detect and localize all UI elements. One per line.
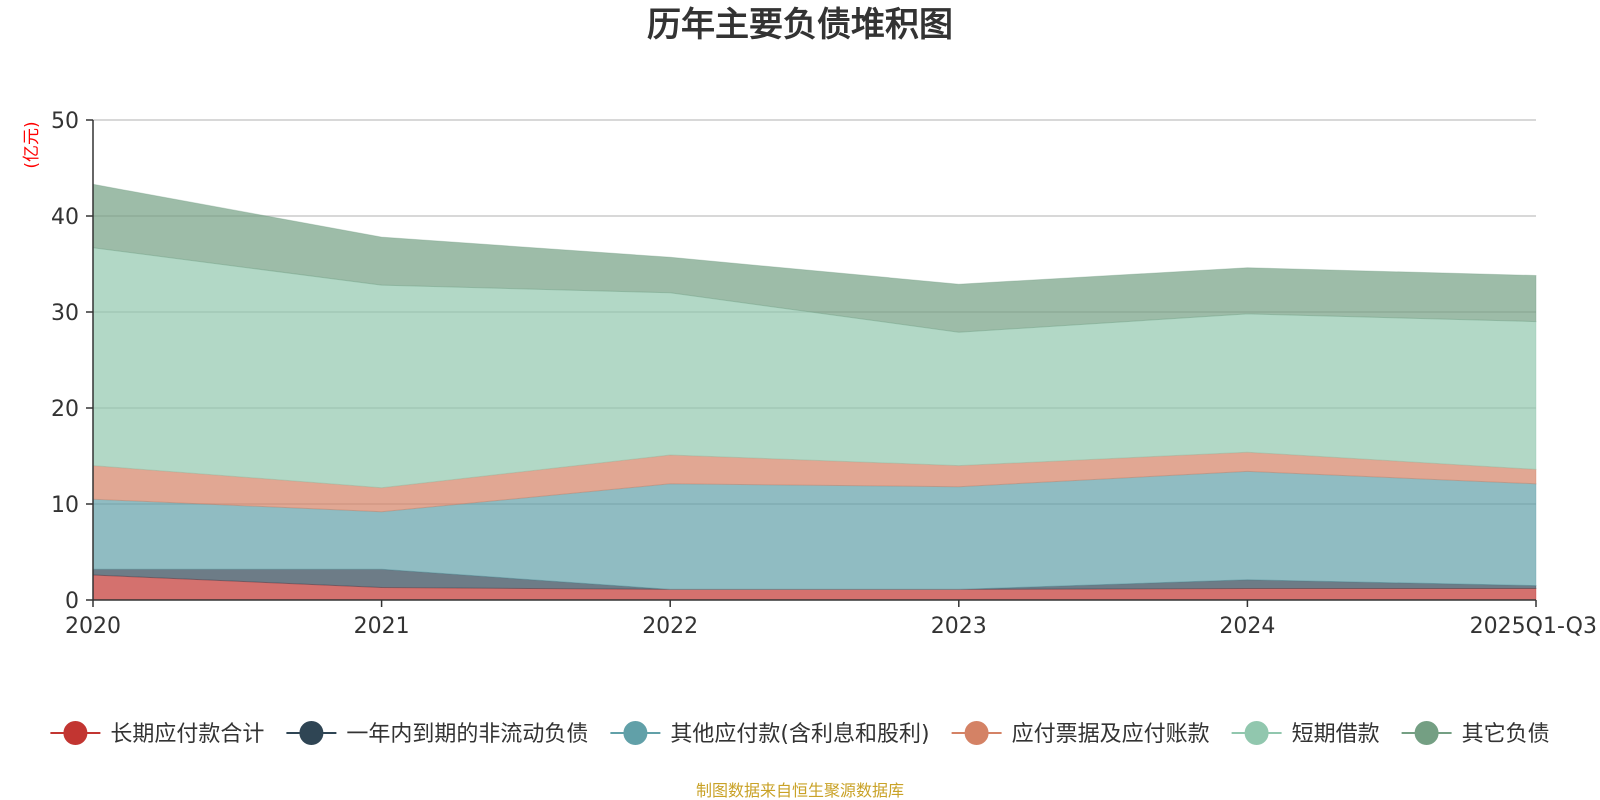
legend-label-5: 其它负债 xyxy=(1462,722,1550,747)
legend-item-1[interactable]: 一年内到期的非流动负债 xyxy=(286,721,588,747)
legend-marker-2 xyxy=(623,721,648,745)
legend-marker-0 xyxy=(63,721,88,745)
legend-label-4: 短期借款 xyxy=(1292,722,1380,747)
y-tick-label-10: 10 xyxy=(51,493,79,518)
legend-item-2[interactable]: 其他应付款(含利息和股利) xyxy=(610,721,930,747)
legend-item-4[interactable]: 短期借款 xyxy=(1231,721,1380,747)
legend-item-0[interactable]: 长期应付款合计 xyxy=(50,721,264,747)
legend-marker-4 xyxy=(1244,721,1269,745)
legend-label-1: 一年内到期的非流动负债 xyxy=(346,722,588,747)
y-tick-label-30: 30 xyxy=(51,301,79,326)
legend: 长期应付款合计 一年内到期的非流动负债 其他应付款(含利息和股利) 应付票据及应付账款… xyxy=(50,721,1550,747)
x-tick-label-2: 2022 xyxy=(642,614,698,639)
chart-title: 历年主要负债堆积图 xyxy=(647,5,953,45)
y-tick-label-50: 50 xyxy=(51,109,79,134)
legend-marker-1 xyxy=(299,721,324,745)
y-tick-label-0: 0 xyxy=(65,589,79,614)
tick-labels: 0 10 20 30 40 50 2020 2021 2022 2023 2024 2025Q1-Q3 xyxy=(51,109,1597,639)
legend-marker-3 xyxy=(964,721,989,745)
legend-label-0: 长期应付款合计 xyxy=(110,722,264,747)
axes xyxy=(86,119,1537,607)
legend-item-3[interactable]: 应付票据及应付账款 xyxy=(951,721,1210,747)
x-tick-label-1: 2021 xyxy=(354,614,410,639)
x-tick-label-3: 2023 xyxy=(931,614,987,639)
y-axis-unit-label: (亿元) xyxy=(22,121,42,168)
legend-label-3: 应付票据及应付账款 xyxy=(1012,722,1210,747)
x-tick-label-5: 2025Q1-Q3 xyxy=(1470,614,1597,639)
source-note: 制图数据来自恒生聚源数据库 xyxy=(696,781,904,800)
legend-label-2: 其他应付款(含利息和股利) xyxy=(670,722,929,747)
y-tick-label-40: 40 xyxy=(51,205,79,230)
legend-marker-5 xyxy=(1414,721,1439,745)
area-series-5 xyxy=(92,183,1537,333)
x-tick-label-4: 2024 xyxy=(1219,614,1275,639)
area-series xyxy=(92,183,1537,601)
x-tick-label-0: 2020 xyxy=(65,614,121,639)
y-tick-label-20: 20 xyxy=(51,397,79,422)
legend-item-5[interactable]: 其它负债 xyxy=(1401,721,1550,747)
